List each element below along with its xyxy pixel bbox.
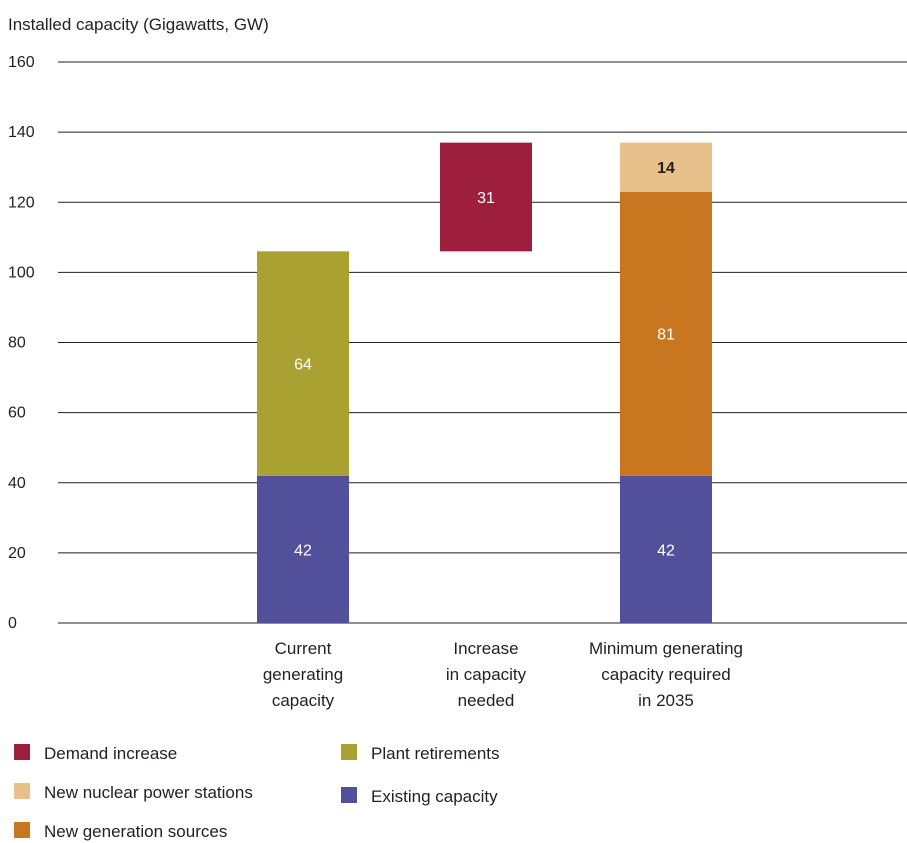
legend-label: Demand increase	[44, 744, 177, 763]
x-category-label: Minimum generating capacity required in 20…	[589, 639, 743, 710]
legend-swatch	[14, 822, 30, 838]
bar-segment	[620, 142, 712, 192]
data-label: 42	[657, 542, 675, 559]
y-tick-label: 40	[8, 475, 26, 492]
x-category-label: Increase in capacity needed	[446, 639, 527, 710]
legend-swatch	[14, 783, 30, 799]
y-tick-label: 100	[8, 264, 35, 281]
y-tick-label: 60	[8, 405, 26, 422]
y-axis-label: Installed capacity (Gigawatts, GW)	[8, 15, 269, 34]
y-tick-label: 140	[8, 124, 35, 141]
legend-label: Plant retirements	[371, 744, 500, 763]
legend-swatch	[14, 744, 30, 760]
bar-segment	[257, 251, 349, 476]
bar-segment	[620, 475, 712, 623]
x-category-label: Current generating capacity	[263, 639, 343, 710]
data-label: 14	[657, 160, 675, 177]
legend-swatch	[341, 744, 357, 760]
data-label: 64	[294, 357, 312, 374]
data-label: 81	[657, 327, 675, 344]
y-tick-label: 120	[8, 194, 35, 211]
y-tick-label: 160	[8, 54, 35, 71]
legend-label: New nuclear power stations	[44, 783, 253, 802]
y-tick-label: 80	[8, 335, 26, 352]
data-label: 42	[294, 542, 312, 559]
legend-label: New generation sources	[44, 822, 227, 841]
bar-segment	[440, 142, 532, 252]
bar-segment	[620, 191, 712, 476]
y-axis-ticks: 0 20 40 60 80 100 120 140 160	[8, 54, 35, 632]
legend: Demand increase New nuclear power station…	[14, 744, 500, 841]
y-tick-label: 0	[8, 615, 17, 632]
gridlines	[58, 61, 907, 624]
x-axis-categories: Current generating capacity Increase in capa…	[263, 639, 743, 710]
y-tick-label: 20	[8, 545, 26, 562]
legend-label: Existing capacity	[371, 787, 498, 806]
bars: 42 42 64 31 81 14	[257, 142, 712, 623]
data-label: 31	[477, 190, 495, 207]
legend-swatch	[341, 787, 357, 803]
bar-segment	[257, 475, 349, 623]
